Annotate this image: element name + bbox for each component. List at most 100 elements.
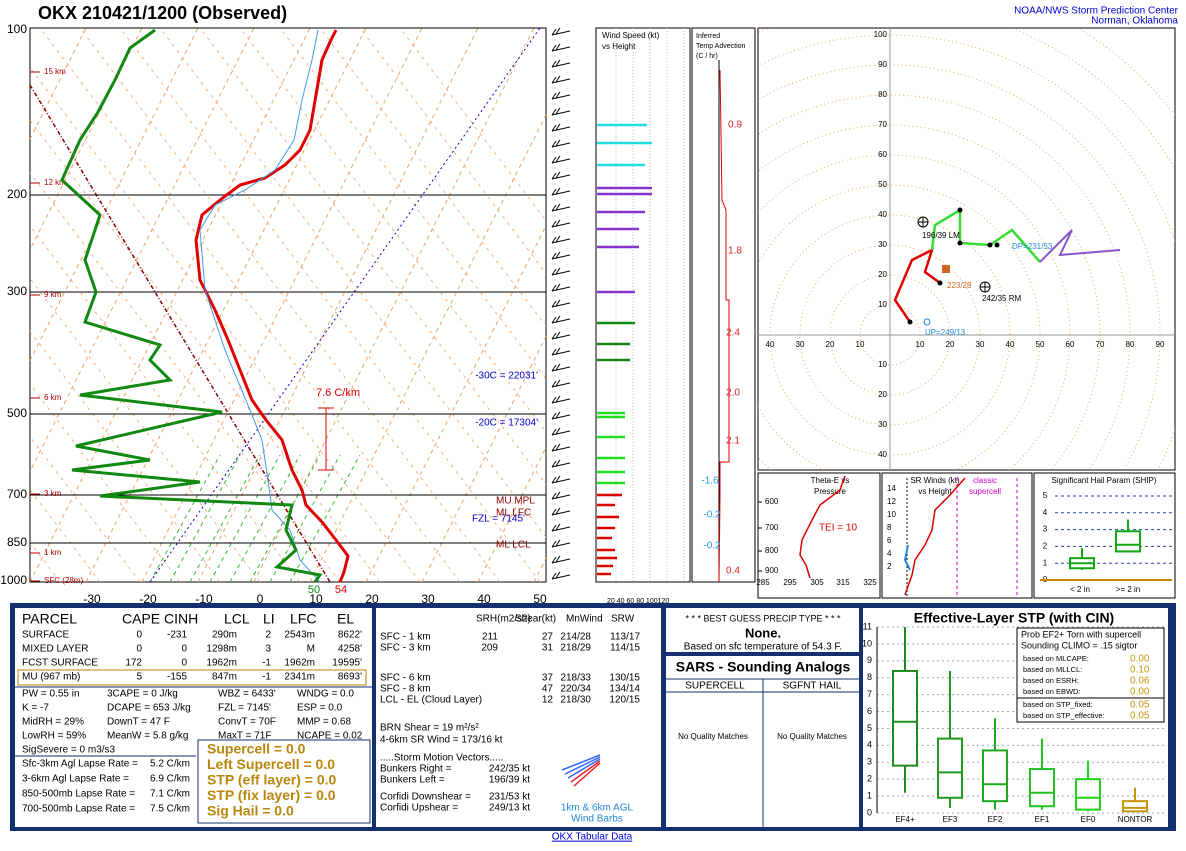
shear-cell: 218/33: [560, 673, 591, 684]
shear-cell: 130/15: [609, 673, 640, 684]
temp-label: 50: [533, 592, 547, 606]
advection-value: 0.9: [728, 120, 742, 131]
shear-cell: 113/17: [610, 632, 640, 643]
index-value: WNDG = 0.0: [297, 689, 354, 700]
panel-title: Pressure: [814, 487, 847, 496]
barb: [551, 350, 571, 356]
parcel-cell: 2: [265, 630, 271, 641]
rule: [555, 475, 561, 483]
tei-label: TEI = 10: [819, 523, 858, 534]
y-tick-label: 5: [867, 723, 872, 733]
rule: [551, 428, 557, 436]
index-value: DCAPE = 653 J/kg: [107, 703, 191, 714]
title: OKX 210421/1200 (Observed): [38, 3, 287, 23]
hodo-annotation: DP=231/53: [1012, 242, 1053, 251]
box: [982, 749, 1008, 803]
parcel-cell: -231: [167, 630, 187, 641]
rule: [555, 91, 561, 99]
column-header: CAPE: [122, 611, 160, 627]
category-label: EF3: [943, 815, 958, 824]
rule: [555, 411, 561, 419]
tabular-link[interactable]: OKX Tabular Data: [552, 832, 633, 843]
parcel-cell: 0: [136, 644, 142, 655]
surface-label: 54: [335, 584, 347, 596]
height-label: 9 km: [44, 290, 62, 299]
hodo-tick: 60: [1066, 340, 1075, 349]
advection-value: 1.8: [728, 246, 742, 257]
rule: [555, 187, 561, 195]
rule: [551, 108, 557, 116]
prob-title: Prob EF2+ Torn with supercell: [1021, 629, 1141, 639]
motion-value: 242/35 kt: [489, 764, 530, 775]
rule: [555, 443, 561, 451]
mixing-ratio: [189, 454, 261, 582]
rule: [551, 172, 557, 180]
rule: [555, 155, 561, 163]
hodo-tick: 70: [878, 120, 887, 129]
barb: [551, 46, 571, 52]
index-value: PW = 0.55 in: [22, 689, 80, 700]
category-label: EF0: [1081, 815, 1096, 824]
hodo-dot: [987, 242, 993, 248]
hodo-trace: [893, 247, 941, 323]
pressure-label: 500: [7, 406, 27, 420]
prob-value: 0.05: [1130, 700, 1150, 711]
theta-tick: 305: [810, 578, 824, 587]
rule: [551, 492, 557, 500]
rule: [551, 140, 557, 148]
hodo-tick: 20: [878, 390, 887, 399]
parcel-level: MU MPL: [496, 496, 535, 507]
skewt-frame: [29, 27, 547, 583]
hodo-dot: [994, 242, 1000, 248]
y-tick-label: 2: [867, 774, 872, 784]
rule: [555, 523, 561, 531]
mean-wind: [942, 265, 950, 273]
shear-cell: SFC - 6 km: [380, 673, 431, 684]
sars-match: No Quality Matches: [678, 732, 748, 741]
y-tick-label: 0: [867, 807, 872, 817]
barb: [551, 334, 571, 340]
precip-note: Based on sfc temperature of 54.3 F.: [684, 642, 842, 653]
rule: [555, 555, 561, 563]
hodo-trace: [1039, 229, 1121, 263]
parcel-cell: 19595': [332, 658, 362, 669]
barb: [551, 126, 571, 132]
prob-box: [1016, 627, 1165, 723]
legend-text: Wind Barbs: [571, 814, 623, 825]
rule: [551, 268, 557, 276]
sr-tick: 10: [887, 510, 896, 519]
index-value: WBZ = 6433': [218, 689, 276, 700]
index-value: DownT = 47 F: [107, 717, 170, 728]
shear-cell: SFC - 3 km: [380, 643, 431, 654]
sars-column: SUPERCELL: [685, 681, 745, 692]
lapse-value: 5.2 C/km: [150, 759, 190, 770]
shear-cell: LCL - EL (Cloud Layer): [380, 695, 482, 706]
precip-title: * * * BEST GUESS PRECIP TYPE * * *: [685, 613, 841, 623]
severe-param: STP (fix layer) = 0.0: [207, 787, 336, 803]
rule: [555, 395, 561, 403]
hodo-tick: 10: [878, 300, 887, 309]
prob-label: based on EBWD:: [1023, 687, 1081, 696]
motion-label: Bunkers Right =: [380, 764, 452, 775]
temp-label: -10: [195, 592, 213, 606]
barb: [551, 478, 571, 484]
parcel-level: ML LFC: [496, 508, 531, 519]
rule: [555, 139, 561, 147]
temp-label: 20: [365, 592, 379, 606]
theta-tick: 295: [783, 578, 797, 587]
advection-value: -1.6: [701, 476, 719, 487]
barb: [551, 158, 571, 164]
hodo-tick: 20: [878, 270, 887, 279]
box: [1122, 800, 1148, 813]
category-label: >= 2 in: [1116, 585, 1140, 594]
lapse-value: 7.1 C/km: [150, 789, 190, 800]
barb: [551, 526, 571, 532]
panel-title: Inferred: [696, 33, 720, 40]
hodo-tick: 40: [878, 450, 887, 459]
rule: [551, 524, 557, 532]
barb: [551, 510, 571, 516]
theta-tick: 900: [765, 566, 779, 575]
column-header: Shear(kt): [515, 614, 556, 625]
